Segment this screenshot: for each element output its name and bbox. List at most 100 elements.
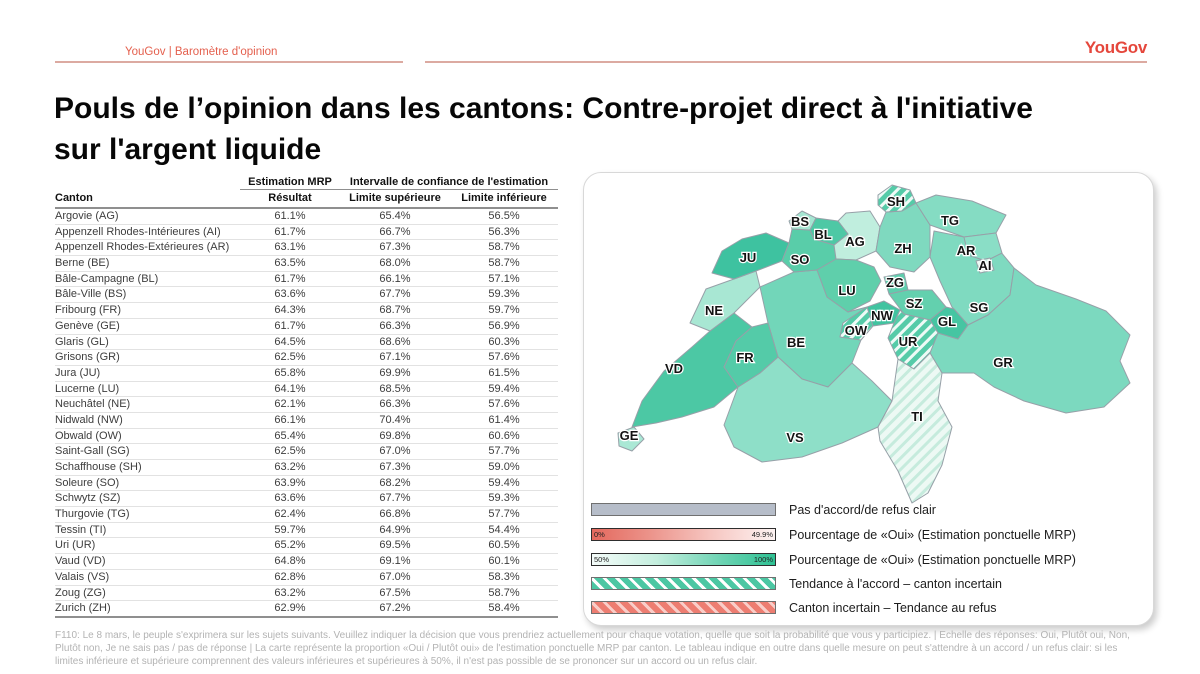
cell-upper: 66.8% bbox=[340, 506, 450, 523]
cell-lower: 56.5% bbox=[450, 208, 559, 225]
cell-lower: 59.4% bbox=[450, 381, 559, 398]
cell-result: 66.1% bbox=[240, 412, 340, 429]
cell-upper: 67.5% bbox=[340, 585, 450, 602]
cell-upper: 67.1% bbox=[340, 349, 450, 366]
legend-scale-max: 100% bbox=[753, 555, 773, 564]
legend-swatch-hatch-green bbox=[591, 577, 776, 590]
table-row: Appenzell Rhodes-Extérieures (AR) 63.1% … bbox=[55, 239, 559, 257]
legend-label: Tendance à l'accord – canton incertain bbox=[789, 577, 1002, 591]
cell-lower: 58.7% bbox=[450, 255, 559, 272]
table-row: Uri (UR) 65.2% 69.5% 60.5% bbox=[55, 537, 559, 555]
cell-result: 63.1% bbox=[240, 239, 340, 257]
cell-lower: 57.7% bbox=[450, 443, 559, 460]
canton-table: Estimation MRP Intervalle de confiance d… bbox=[55, 176, 559, 618]
canton-BL-label: BL bbox=[814, 227, 831, 242]
cell-result: 65.2% bbox=[240, 537, 340, 555]
cell-canton: Bâle-Ville (BS) bbox=[55, 286, 240, 304]
canton-TG-shape bbox=[915, 194, 1007, 238]
legend-swatch-hatch-red bbox=[591, 601, 776, 614]
canton-ZH-label: ZH bbox=[894, 241, 911, 256]
yougov-logo: YouGov bbox=[1084, 38, 1147, 57]
cell-upper: 66.3% bbox=[340, 396, 450, 413]
legend-scale-min: 50% bbox=[594, 555, 610, 564]
canton-shapes bbox=[617, 184, 1131, 504]
cell-upper: 69.8% bbox=[340, 428, 450, 445]
canton-NE-label: NE bbox=[705, 303, 723, 318]
cell-result: 62.5% bbox=[240, 443, 340, 460]
table-row: Zurich (ZH) 62.9% 67.2% 58.4% bbox=[55, 600, 559, 618]
cell-canton: Genève (GE) bbox=[55, 318, 240, 335]
cell-upper: 67.3% bbox=[340, 239, 450, 257]
canton-GR-label: GR bbox=[993, 355, 1013, 370]
canton-labels: SG GR BE VD VS TI NE FR JU SO AG ZH TG S… bbox=[618, 193, 1014, 447]
cell-canton: Appenzell Rhodes-Intérieures (AI) bbox=[55, 224, 240, 241]
column-header-lower: Limite inférieure bbox=[450, 189, 559, 209]
cell-canton: Bâle-Campagne (BL) bbox=[55, 271, 240, 288]
canton-ZH-shape bbox=[875, 202, 931, 273]
switzerland-map: SG GR BE VD VS TI NE FR JU SO AG ZH TG S… bbox=[617, 184, 1131, 504]
table-body: Argovie (AG) 61.1% 65.4% 56.5% Appenzell… bbox=[55, 208, 559, 618]
cell-canton: Jura (JU) bbox=[55, 365, 240, 382]
cell-upper: 67.3% bbox=[340, 459, 450, 476]
cell-lower: 61.5% bbox=[450, 365, 559, 382]
canton-SH-label: SH bbox=[887, 194, 905, 209]
cell-upper: 68.5% bbox=[340, 381, 450, 398]
cell-canton: Tessin (TI) bbox=[55, 522, 240, 539]
cell-lower: 58.3% bbox=[450, 569, 559, 586]
group-header-estimation: Estimation MRP bbox=[240, 176, 340, 190]
cell-canton: Appenzell Rhodes-Extérieures (AR) bbox=[55, 239, 240, 257]
table-row: Neuchâtel (NE) 62.1% 66.3% 57.6% bbox=[55, 396, 559, 413]
canton-LU-label: LU bbox=[838, 283, 855, 298]
canton-TG-label: TG bbox=[941, 213, 959, 228]
cell-lower: 58.7% bbox=[450, 239, 559, 257]
cell-canton: Grisons (GR) bbox=[55, 349, 240, 366]
cell-canton: Glaris (GL) bbox=[55, 334, 240, 351]
cell-result: 63.2% bbox=[240, 459, 340, 476]
cell-result: 62.4% bbox=[240, 506, 340, 523]
cell-upper: 67.0% bbox=[340, 443, 450, 460]
table-row: Lucerne (LU) 64.1% 68.5% 59.4% bbox=[55, 381, 559, 398]
table-row: Soleure (SO) 63.9% 68.2% 59.4% bbox=[55, 475, 559, 492]
canton-NE-shape bbox=[689, 270, 761, 332]
table-row: Schwytz (SZ) 63.6% 67.7% 59.3% bbox=[55, 490, 559, 508]
canton-BL-shape bbox=[809, 217, 849, 246]
cell-result: 61.7% bbox=[240, 224, 340, 241]
table-row: Berne (BE) 63.5% 68.0% 58.7% bbox=[55, 255, 559, 272]
cell-upper: 69.9% bbox=[340, 365, 450, 382]
cell-upper: 64.9% bbox=[340, 522, 450, 539]
cell-result: 62.5% bbox=[240, 349, 340, 366]
cell-lower: 61.4% bbox=[450, 412, 559, 429]
table-row: Fribourg (FR) 64.3% 68.7% 59.7% bbox=[55, 302, 559, 319]
cell-canton: Thurgovie (TG) bbox=[55, 506, 240, 523]
cell-result: 63.9% bbox=[240, 475, 340, 492]
table-row: Jura (JU) 65.8% 69.9% 61.5% bbox=[55, 365, 559, 382]
cell-upper: 65.4% bbox=[340, 208, 450, 225]
cell-upper: 66.7% bbox=[340, 224, 450, 241]
cell-canton: Neuchâtel (NE) bbox=[55, 396, 240, 413]
group-header-interval: Intervalle de confiance de l'estimation bbox=[340, 176, 559, 190]
table-row: Vaud (VD) 64.8% 69.1% 60.1% bbox=[55, 553, 559, 570]
cell-lower: 59.3% bbox=[450, 286, 559, 304]
cell-lower: 60.5% bbox=[450, 537, 559, 555]
canton-NW-label: NW bbox=[871, 308, 893, 323]
canton-OW-shape bbox=[839, 306, 874, 341]
legend-swatch-green-gradient: 50% 100% bbox=[591, 553, 776, 566]
cell-lower: 60.1% bbox=[450, 553, 559, 570]
table-row: Grisons (GR) 62.5% 67.1% 57.6% bbox=[55, 349, 559, 366]
cell-lower: 58.7% bbox=[450, 585, 559, 602]
cell-lower: 59.4% bbox=[450, 475, 559, 492]
canton-SG-label: SG bbox=[970, 300, 989, 315]
cell-lower: 59.3% bbox=[450, 490, 559, 508]
cell-lower: 59.0% bbox=[450, 459, 559, 476]
canton-VD-label: VD bbox=[665, 361, 683, 376]
cell-lower: 57.6% bbox=[450, 349, 559, 366]
canton-GE-label: GE bbox=[620, 428, 639, 443]
cell-lower: 57.7% bbox=[450, 506, 559, 523]
cell-canton: Schaffhouse (SH) bbox=[55, 459, 240, 476]
table-row: Obwald (OW) 65.4% 69.8% 60.6% bbox=[55, 428, 559, 445]
cell-result: 64.1% bbox=[240, 381, 340, 398]
canton-AI-label: AI bbox=[979, 258, 992, 273]
cell-canton: Uri (UR) bbox=[55, 537, 240, 555]
table-row: Bâle-Ville (BS) 63.6% 67.7% 59.3% bbox=[55, 286, 559, 304]
cell-lower: 56.3% bbox=[450, 224, 559, 241]
